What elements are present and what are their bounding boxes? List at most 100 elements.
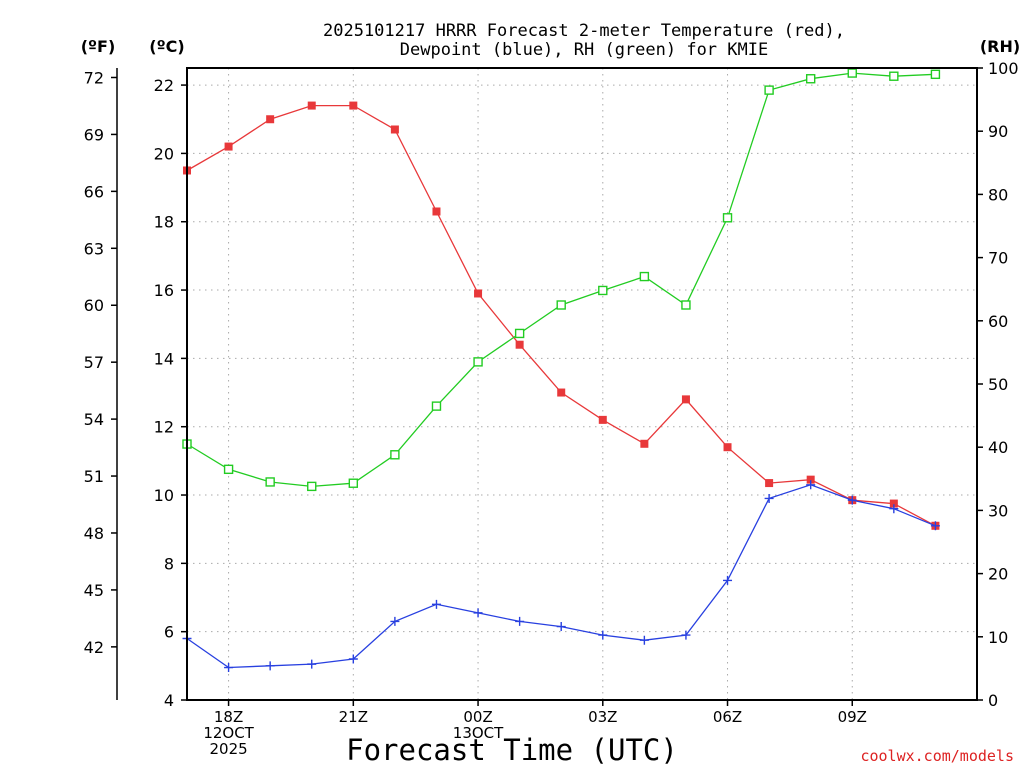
x-tick-label: 06Z <box>713 708 742 726</box>
celsius-tick-label: 8 <box>164 554 174 573</box>
fahrenheit-tick-label: 57 <box>84 353 104 372</box>
fahrenheit-tick-label: 72 <box>84 68 104 87</box>
x-tick-label: 00Z <box>463 708 492 726</box>
temperature-point <box>723 443 732 452</box>
rh-tick-label: 30 <box>988 501 1008 520</box>
rh-tick-label: 90 <box>988 122 1008 141</box>
chart-title-line-2: Dewpoint (blue), RH (green) for KMIE <box>400 40 768 60</box>
temperature-point <box>515 340 524 349</box>
fahrenheit-tick-label: 69 <box>84 125 104 144</box>
x-tick-label: 18Z <box>214 708 243 726</box>
rh-tick-label: 70 <box>988 249 1008 268</box>
x-tick-label: 2025 <box>209 740 247 758</box>
celsius-tick-label: 18 <box>154 213 174 232</box>
celsius-unit-label: (ºC) <box>149 37 184 56</box>
dewpoint-point <box>390 616 400 626</box>
watermark-text: coolwx.com/models <box>860 747 1014 765</box>
dewpoint-point <box>515 616 525 626</box>
temperature-point <box>474 289 483 298</box>
rh-unit-label: (RH) <box>980 37 1020 56</box>
temperature-point <box>889 499 898 508</box>
celsius-tick-label: 12 <box>154 418 174 437</box>
x-axis-title: Forecast Time (UTC) <box>346 733 678 767</box>
rh-point <box>639 271 650 282</box>
dewpoint-point <box>806 480 816 490</box>
dewpoint-point <box>307 659 317 669</box>
temperature-point <box>765 479 774 488</box>
fahrenheit-tick-label: 42 <box>84 638 104 657</box>
celsius-tick-label: 16 <box>154 281 174 300</box>
dewpoint-point <box>598 630 608 640</box>
fahrenheit-tick-label: 60 <box>84 296 104 315</box>
temperature-point <box>307 101 316 110</box>
rh-tick-label: 50 <box>988 375 1008 394</box>
fahrenheit-ticks: 42 45 48 51 54 57 60 63 66 69 72 <box>84 68 117 657</box>
x-tick-label: 13OCT <box>453 724 504 742</box>
fahrenheit-tick-label: 51 <box>84 467 104 486</box>
temperature-line <box>186 104 936 527</box>
rh-point <box>722 213 733 223</box>
x-tick-label: 09Z <box>838 708 867 726</box>
rh-point <box>473 357 483 367</box>
dewpoint-point <box>930 521 940 531</box>
chart-title-line-1: 2025101217 HRRR Forecast 2-meter Tempera… <box>323 21 845 41</box>
dewpoint-point <box>639 635 649 645</box>
rh-point <box>556 300 566 310</box>
dewpoint-point <box>556 622 566 632</box>
series-layer <box>182 68 941 673</box>
rh-point <box>889 71 899 81</box>
temperature-point <box>266 115 275 124</box>
x-tick-label: 12OCT <box>203 724 254 742</box>
rh-point <box>223 464 234 475</box>
celsius-tick-label: 4 <box>164 691 174 710</box>
dewpoint-point <box>723 575 733 585</box>
gridlines <box>187 68 977 700</box>
rh-tick-label: 100 <box>988 59 1019 78</box>
dewpoint-point <box>265 661 275 671</box>
dewpoint-point <box>224 663 234 673</box>
temperature-point <box>681 395 690 404</box>
rh-tick-label: 60 <box>988 312 1008 331</box>
rh-point <box>307 481 317 492</box>
dewpoint-point <box>473 608 483 618</box>
rh-point <box>805 74 816 84</box>
rh-line <box>186 72 936 488</box>
dewpoint-point <box>681 630 691 640</box>
celsius-tick-label: 14 <box>154 349 174 368</box>
fahrenheit-tick-label: 48 <box>84 524 104 543</box>
celsius-ticks: 4 6 8 10 12 14 16 18 20 22 <box>154 76 187 710</box>
rh-point <box>764 85 774 95</box>
temperature-point <box>598 415 607 424</box>
rh-tick-label: 20 <box>988 565 1008 584</box>
rh-tick-label: 0 <box>988 691 998 710</box>
temperature-point <box>349 101 358 110</box>
temperature-point <box>432 207 441 216</box>
rh-point <box>514 328 525 339</box>
rh-ticks: 0 10 20 30 40 50 60 70 80 90 100 <box>977 59 1019 710</box>
temperature-point <box>390 125 399 134</box>
temperature-point <box>640 439 649 448</box>
x-tick-label: 03Z <box>588 708 617 726</box>
temperature-point <box>224 142 233 151</box>
rh-point <box>348 478 359 488</box>
fahrenheit-tick-label: 66 <box>84 182 104 201</box>
dewpoint-point <box>847 495 857 505</box>
fahrenheit-tick-label: 45 <box>84 581 104 600</box>
rh-point <box>265 477 275 487</box>
rh-tick-label: 10 <box>988 628 1008 647</box>
plot-frame <box>186 67 978 701</box>
temperature-point <box>557 388 566 397</box>
celsius-tick-label: 22 <box>154 76 174 95</box>
rh-tick-label: 80 <box>988 185 1008 204</box>
rh-point <box>431 401 442 411</box>
x-tick-label: 21Z <box>339 708 368 726</box>
fahrenheit-tick-label: 54 <box>84 410 104 429</box>
rh-point <box>847 68 857 78</box>
rh-point <box>930 69 941 80</box>
dewpoint-point <box>348 654 358 664</box>
dewpoint-point <box>764 493 774 503</box>
fahrenheit-unit-label: (ºF) <box>81 37 116 56</box>
dewpoint-line <box>186 484 936 669</box>
